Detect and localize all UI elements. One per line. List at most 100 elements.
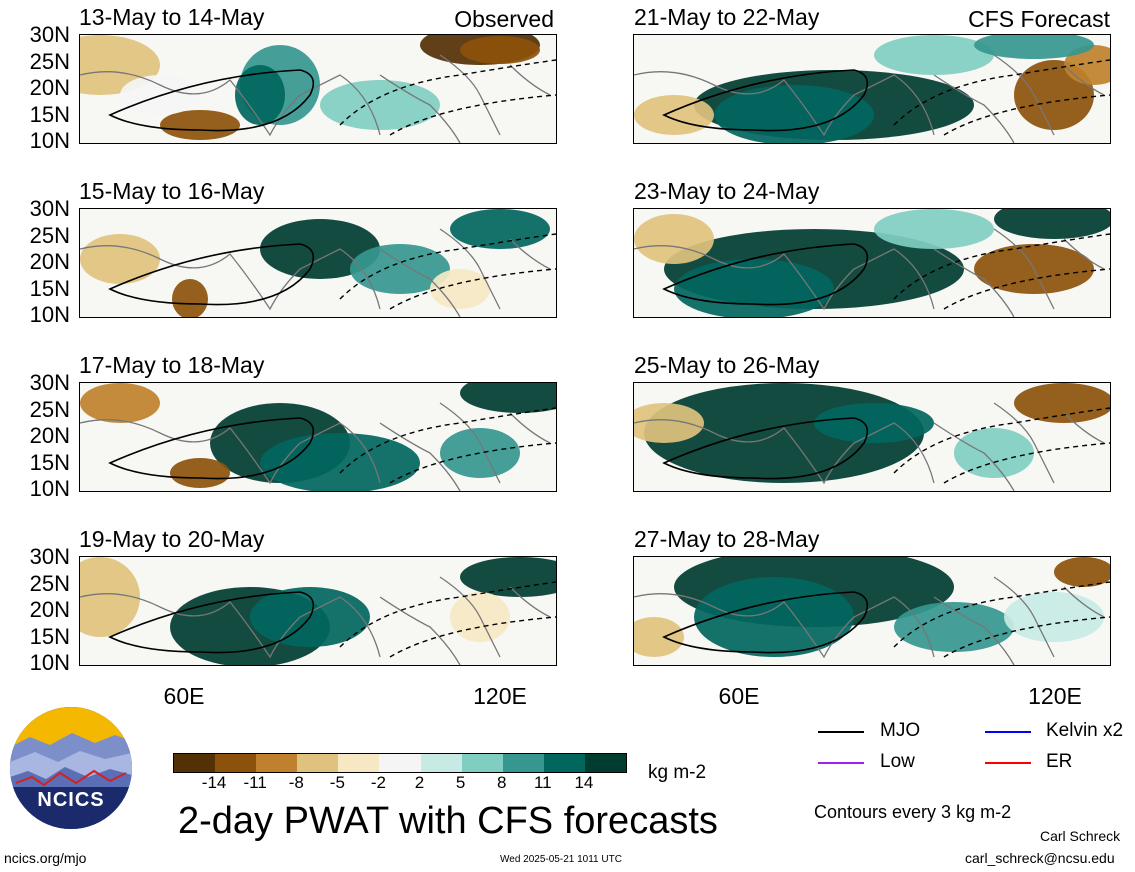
pwat-anomaly-patch: [1014, 383, 1110, 423]
pwat-anomaly-patch: [170, 458, 230, 488]
y-tick-label: 15N: [29, 275, 70, 301]
mjo-positive-contour: [662, 69, 869, 132]
y-tick-label: 25N: [29, 570, 70, 596]
mjo-positive-contour: [108, 69, 315, 132]
pwat-anomaly-patch: [450, 209, 550, 249]
pwat-anomaly-patch: [894, 602, 1014, 652]
map-panel: [633, 382, 1111, 492]
pwat-anomaly-patch: [634, 95, 714, 135]
colorbar-tick-label: 14: [574, 773, 594, 792]
pwat-anomaly-patch: [460, 383, 556, 413]
panel-title: 25-May to 26-May: [634, 352, 820, 378]
y-tick-label: 25N: [29, 222, 70, 248]
colorbar-tick-label: -14: [201, 773, 227, 792]
x-tick-label: 120E: [473, 683, 527, 709]
figure-title: 2-day PWAT with CFS forecasts: [178, 800, 718, 842]
y-tick-label: 30N: [29, 370, 70, 395]
pwat-field: [634, 209, 1110, 317]
coastline: [634, 54, 1105, 143]
y-tick-label: 30N: [29, 22, 70, 47]
logo-text: NCICS: [37, 789, 105, 811]
y-tick-label: 20N: [29, 423, 70, 448]
panel-title: 23-May to 24-May: [634, 178, 820, 204]
colorbar-swatch: [174, 754, 216, 772]
mjo-negative-contour: [339, 581, 556, 658]
pwat-anomaly-patch: [634, 403, 704, 443]
colorbar-swatch: [256, 754, 298, 772]
pwat-anomaly-patch: [954, 428, 1034, 478]
legend-label: ER: [1046, 751, 1073, 772]
footer-url[interactable]: ncics.org/mjo: [4, 850, 87, 866]
pwat-anomaly-patch: [1054, 557, 1110, 587]
colorbar-swatch: [420, 754, 462, 772]
pwat-anomaly-patch: [460, 36, 540, 64]
y-tick-label: 10N: [29, 650, 70, 675]
y-tick-label: 10N: [29, 476, 70, 501]
map-panel: [633, 208, 1111, 318]
colorbar-tick-label: 5: [455, 773, 466, 792]
pwat-anomaly-patch: [814, 403, 934, 443]
pwat-anomaly-patch: [172, 279, 208, 317]
y-tick-label: 10N: [29, 302, 70, 327]
legend-swatch-er: [985, 762, 1031, 764]
panel-title: 21-May to 22-May: [634, 4, 820, 30]
pwat-field: [80, 35, 556, 143]
mjo-positive-contour: [662, 417, 869, 480]
mjo-negative-contour: [893, 581, 1110, 658]
map-panel: [633, 34, 1111, 144]
colorbar-tick-label: 2: [414, 773, 425, 792]
panel-title: 15-May to 16-May: [79, 178, 265, 204]
colorbar-tick-label: -5: [329, 773, 345, 792]
panel-title: 17-May to 18-May: [79, 352, 265, 378]
mjo-negative-contour: [893, 233, 1110, 310]
footer-email[interactable]: carl_schreck@ncsu.edu: [965, 850, 1115, 866]
map-panel: [79, 556, 557, 666]
footer-timestamp: Wed 2025-05-21 1011 UTC: [500, 854, 622, 865]
pwat-field: [634, 35, 1110, 143]
pwat-field: [634, 557, 1110, 665]
pwat-anomaly-patch: [160, 110, 240, 140]
pwat-anomaly-patch: [80, 557, 140, 637]
pwat-anomaly-patch: [320, 80, 440, 130]
pwat-anomaly-patch: [694, 577, 854, 657]
y-tick-label: 30N: [29, 196, 70, 221]
colorbar-tick-label: 8: [496, 773, 507, 792]
mjo-negative-contour: [893, 59, 1110, 136]
colorbar-swatch: [461, 754, 503, 772]
pwat-anomaly-patch: [460, 557, 556, 597]
pwat-anomaly-patch: [80, 234, 160, 284]
pwat-anomaly-patch: [430, 269, 490, 309]
pwat-anomaly-patch: [260, 433, 420, 491]
panel-title: 19-May to 20-May: [79, 526, 265, 552]
pwat-field: [634, 383, 1110, 491]
colorbar-swatch: [215, 754, 257, 772]
legend-label: MJO: [880, 720, 921, 741]
y-tick-label: 10N: [29, 128, 70, 153]
pwat-anomaly-patch: [874, 209, 994, 249]
y-tick-label: 20N: [29, 75, 70, 100]
colorbar-swatch: [584, 754, 627, 772]
y-tick-label: 15N: [29, 623, 70, 649]
x-tick-label: 60E: [718, 683, 760, 709]
y-tick-label: 30N: [29, 544, 70, 569]
mjo-positive-contour: [108, 591, 315, 654]
pwat-field: [80, 557, 556, 665]
pwat-field: [80, 209, 556, 317]
mjo-positive-contour: [108, 243, 315, 306]
colorbar-swatch: [297, 754, 339, 772]
colorbar-swatch: [543, 754, 585, 772]
colorbar-swatch: [338, 754, 380, 772]
y-tick-label: 25N: [29, 48, 70, 74]
pwat-anomaly-patch: [1004, 592, 1104, 642]
pwat-anomaly-patch: [974, 35, 1094, 59]
coastline: [634, 402, 1105, 491]
coastline: [80, 228, 551, 317]
legend-swatch-mjo: [818, 731, 864, 733]
coastline: [80, 402, 551, 491]
mjo-negative-contour: [339, 233, 556, 310]
map-panel: [79, 382, 557, 492]
map-panel: [79, 208, 557, 318]
contour-note: Contours every 3 kg m-2: [814, 802, 1012, 822]
pwat-anomaly-patch: [714, 85, 874, 143]
colorbar: [173, 753, 627, 773]
